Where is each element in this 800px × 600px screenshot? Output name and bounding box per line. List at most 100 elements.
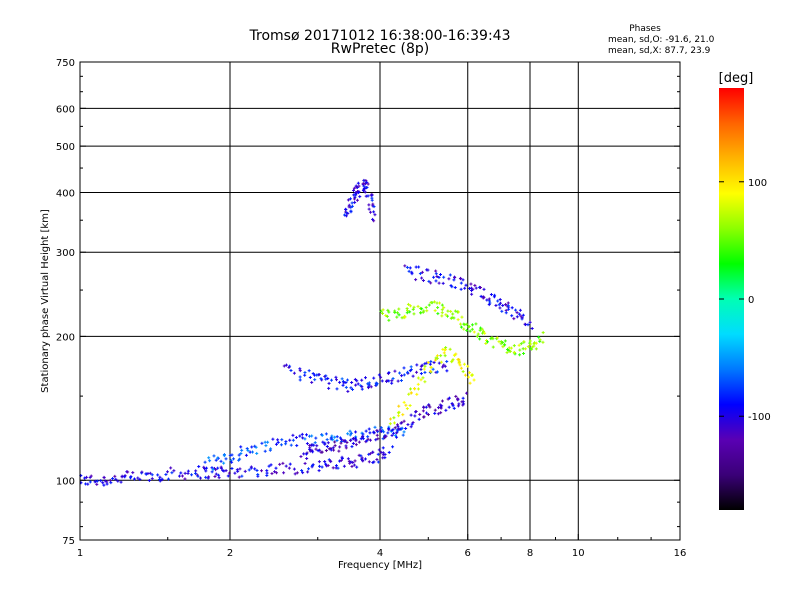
echo-point bbox=[464, 286, 466, 290]
echo-point bbox=[396, 431, 398, 435]
echo-point bbox=[428, 404, 430, 408]
echo-point bbox=[382, 446, 384, 450]
echo-point bbox=[343, 464, 345, 468]
echo-point bbox=[364, 457, 366, 461]
echo-point bbox=[437, 312, 439, 316]
echo-point bbox=[529, 339, 531, 343]
echo-point bbox=[151, 473, 153, 477]
echo-point bbox=[351, 464, 353, 468]
echo-point bbox=[408, 269, 410, 273]
echo-point bbox=[375, 381, 377, 385]
echo-point bbox=[376, 383, 378, 387]
echo-point bbox=[420, 372, 422, 376]
echo-point bbox=[368, 427, 370, 431]
echo-point bbox=[117, 479, 119, 483]
colorbar-tick-label: 0 bbox=[748, 295, 754, 306]
y-tick-label: 100 bbox=[56, 476, 75, 487]
echo-point bbox=[404, 264, 406, 268]
echo-point bbox=[451, 285, 453, 289]
echo-point bbox=[437, 306, 439, 310]
echo-point bbox=[324, 374, 326, 378]
echo-point bbox=[246, 447, 248, 451]
echo-point bbox=[360, 437, 362, 441]
echo-point bbox=[469, 287, 471, 291]
echo-point bbox=[519, 353, 521, 357]
echo-point bbox=[396, 315, 398, 319]
echo-point bbox=[509, 349, 511, 353]
echo-point bbox=[462, 400, 464, 404]
echo-point bbox=[195, 471, 197, 475]
echo-point bbox=[459, 363, 461, 367]
echo-point bbox=[466, 391, 468, 395]
echo-point bbox=[148, 479, 150, 483]
echo-point bbox=[372, 202, 374, 206]
echo-point bbox=[470, 282, 472, 286]
echo-point bbox=[451, 402, 453, 406]
echo-point bbox=[334, 444, 336, 448]
echo-point bbox=[416, 392, 418, 396]
echo-point bbox=[336, 439, 338, 443]
echo-point bbox=[460, 325, 462, 329]
echo-point bbox=[480, 326, 482, 330]
echo-point bbox=[360, 454, 362, 458]
echo-point bbox=[335, 375, 337, 379]
echo-point bbox=[293, 467, 295, 471]
echo-point bbox=[436, 354, 438, 358]
echo-point bbox=[316, 373, 318, 377]
echo-point bbox=[237, 469, 239, 473]
echo-point bbox=[364, 190, 366, 194]
echo-point bbox=[441, 314, 443, 318]
echo-point bbox=[505, 308, 507, 312]
echo-point bbox=[363, 182, 365, 186]
echo-point bbox=[420, 378, 422, 382]
echo-point bbox=[365, 179, 367, 183]
echo-point bbox=[187, 471, 189, 475]
echo-point bbox=[208, 456, 210, 460]
echo-point bbox=[434, 309, 436, 313]
echo-point bbox=[159, 479, 161, 483]
echo-point bbox=[309, 444, 311, 448]
echo-point bbox=[295, 436, 297, 440]
echo-point bbox=[502, 345, 504, 349]
echo-point bbox=[518, 312, 520, 316]
echo-point bbox=[473, 330, 475, 334]
echo-point bbox=[454, 286, 456, 290]
echo-point bbox=[365, 440, 367, 444]
echo-point bbox=[312, 372, 314, 376]
echo-point bbox=[147, 472, 149, 476]
echo-point bbox=[433, 361, 435, 365]
echo-point bbox=[372, 450, 374, 454]
echo-point bbox=[361, 431, 363, 435]
echo-point bbox=[490, 337, 492, 341]
echo-point bbox=[325, 377, 327, 381]
echo-point bbox=[410, 413, 412, 417]
echo-point bbox=[460, 366, 462, 370]
echo-point bbox=[449, 273, 451, 277]
echo-point bbox=[409, 310, 411, 314]
echo-point bbox=[411, 422, 413, 426]
echo-point bbox=[255, 445, 257, 449]
echo-point bbox=[313, 443, 315, 447]
echo-point bbox=[432, 367, 434, 371]
echo-point bbox=[306, 451, 308, 455]
echo-point bbox=[429, 362, 431, 366]
echo-point bbox=[446, 360, 448, 364]
echo-point bbox=[394, 309, 396, 313]
echo-point bbox=[413, 312, 415, 316]
echo-point bbox=[254, 467, 256, 471]
echo-point bbox=[373, 219, 375, 223]
echo-points bbox=[79, 178, 545, 487]
echo-point bbox=[355, 443, 357, 447]
echo-point bbox=[303, 452, 305, 456]
echo-point bbox=[426, 361, 428, 365]
echo-point bbox=[405, 426, 407, 430]
echo-point bbox=[334, 435, 336, 439]
echo-point bbox=[261, 469, 263, 473]
echo-point bbox=[215, 472, 217, 476]
echo-point bbox=[333, 448, 335, 452]
echo-point bbox=[436, 275, 438, 279]
x-tick-label: 16 bbox=[674, 548, 687, 559]
echo-point bbox=[274, 470, 276, 474]
echo-point bbox=[385, 434, 387, 438]
echo-point bbox=[406, 265, 408, 269]
